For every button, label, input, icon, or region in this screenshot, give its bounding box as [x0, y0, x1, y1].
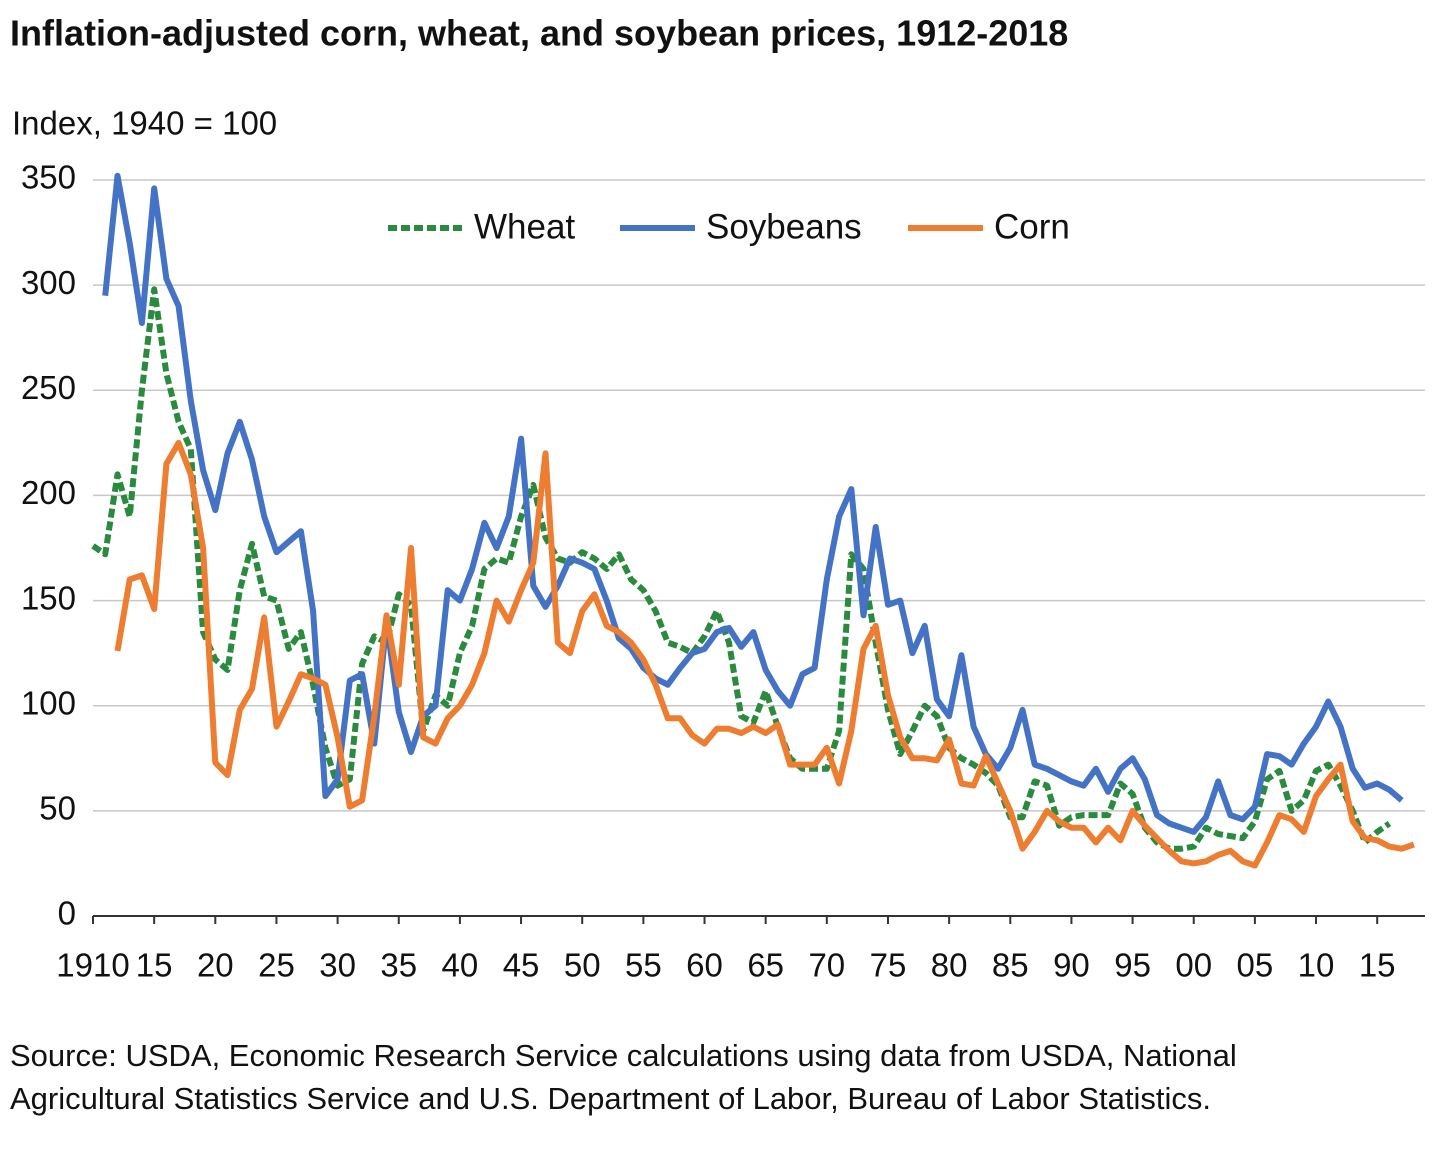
x-tick-label: 80	[931, 947, 968, 984]
source-note: Source: USDA, Economic Research Service …	[10, 1038, 1237, 1116]
x-tick-label: 70	[808, 947, 845, 984]
x-tick-label: 30	[319, 947, 356, 984]
x-tick-label: 15	[1359, 947, 1396, 984]
x-tick-label: 45	[503, 947, 540, 984]
x-tick-label: 35	[380, 947, 417, 984]
x-tick-label: 40	[442, 947, 479, 984]
x-tick-label: 55	[625, 947, 662, 984]
legend-label: Soybeans	[706, 207, 862, 246]
x-tick-label: 90	[1053, 947, 1090, 984]
x-tick-label: 65	[747, 947, 784, 984]
y-tick-label: 350	[21, 159, 76, 196]
x-tick-label: 15	[136, 947, 173, 984]
x-tick-label: 50	[564, 947, 601, 984]
series-line	[114, 439, 1415, 869]
y-tick-label: 50	[39, 790, 76, 827]
x-tick-label: 10	[1298, 947, 1335, 984]
y-tick-label: 0	[58, 895, 76, 932]
x-tick-label: 00	[1175, 947, 1212, 984]
x-tick-label: 75	[870, 947, 907, 984]
y-tick-label: 100	[21, 684, 76, 721]
x-tick-label: 25	[258, 947, 295, 984]
x-tick-label: 95	[1114, 947, 1151, 984]
y-tick-label: 300	[21, 264, 76, 301]
legend-label: Wheat	[474, 207, 575, 246]
x-tick-label: 60	[686, 947, 723, 984]
y-tick-label: 200	[21, 474, 76, 511]
y-tick-label: 150	[21, 579, 76, 616]
series-line	[102, 172, 1404, 835]
x-tick-label: 05	[1237, 947, 1274, 984]
chart-title: Inflation-adjusted corn, wheat, and soyb…	[10, 13, 1068, 54]
y-axis-label: Index, 1940 = 100	[12, 105, 277, 142]
x-tick-label: 85	[992, 947, 1029, 984]
legend-label: Corn	[994, 207, 1070, 246]
series-line	[91, 286, 1392, 852]
x-tick-label: 20	[197, 947, 234, 984]
y-tick-label: 250	[21, 369, 76, 406]
x-tick-label: 1910	[56, 947, 129, 984]
